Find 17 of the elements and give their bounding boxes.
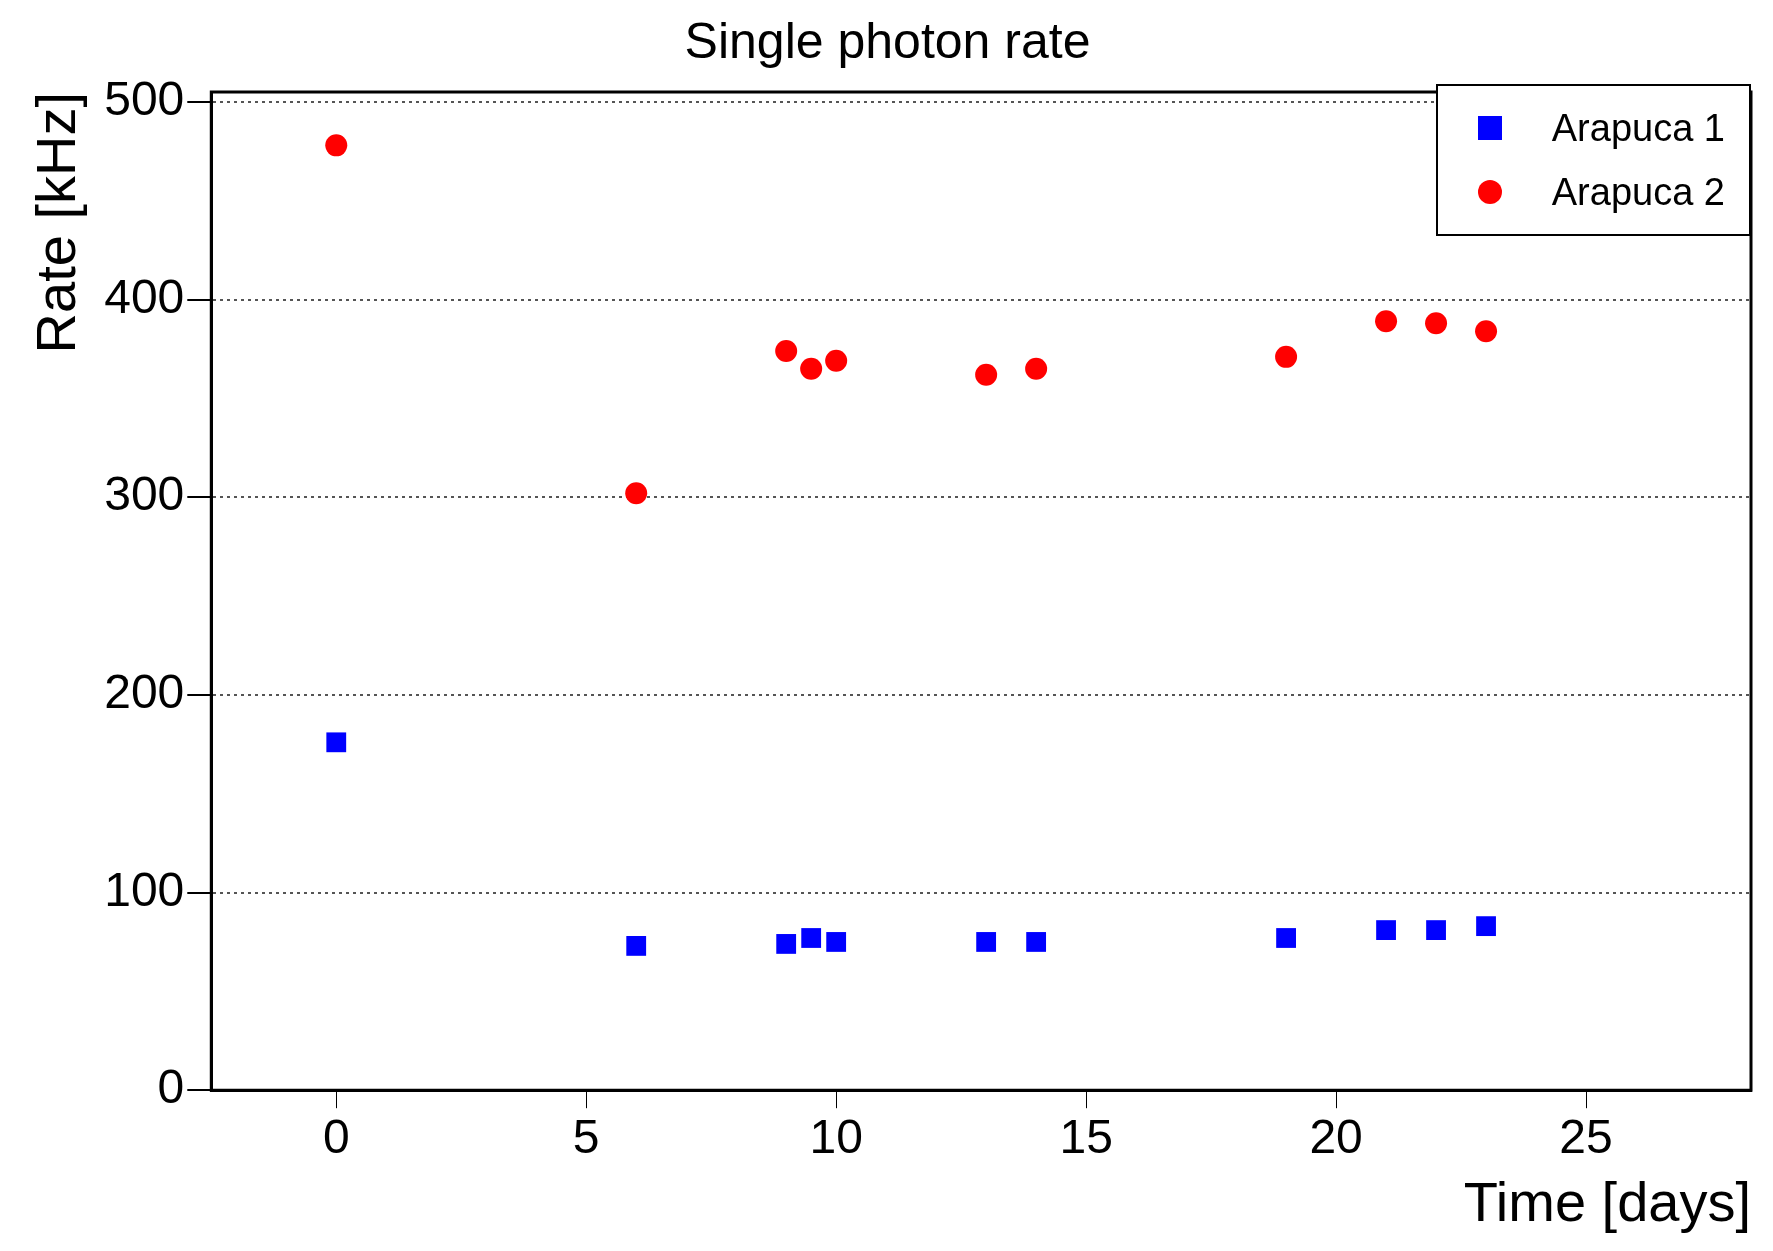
y-tick-label: 400 [104, 269, 185, 323]
chart-title: Single photon rate [684, 12, 1091, 69]
y-axis-title: Rate [kHz] [24, 92, 88, 354]
legend-label: Arapuca 2 [1551, 170, 1725, 214]
x-tick-label: 5 [572, 1110, 600, 1164]
x-tick-label: 25 [1559, 1110, 1613, 1164]
x-tick-label: 10 [809, 1110, 863, 1164]
x-axis-title: Time [days] [1463, 1169, 1751, 1233]
y-tick-label: 0 [157, 1060, 185, 1114]
x-tick-label: 20 [1309, 1110, 1363, 1164]
y-tick-label: 100 [104, 862, 185, 916]
legend-label: Arapuca 1 [1551, 106, 1725, 150]
y-tick-label: 200 [104, 665, 185, 719]
y-tick-label: 300 [104, 467, 185, 521]
y-tick-label: 500 [104, 72, 185, 126]
x-tick-label: 0 [322, 1110, 350, 1164]
x-tick-label: 15 [1059, 1110, 1113, 1164]
